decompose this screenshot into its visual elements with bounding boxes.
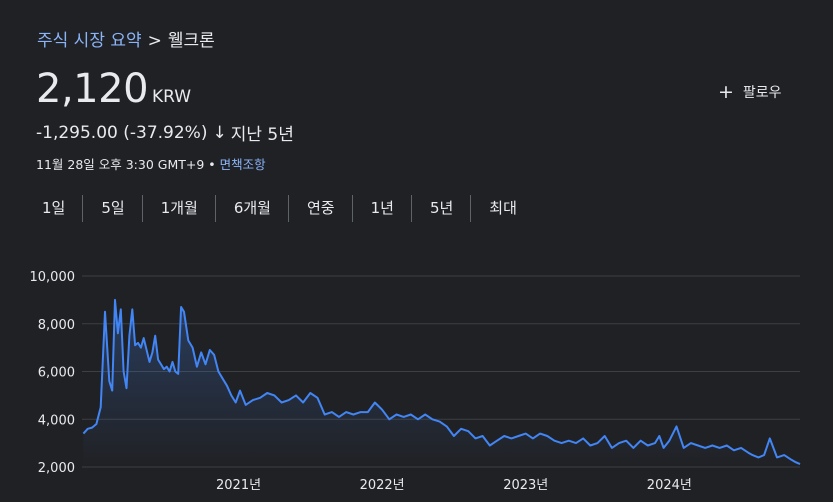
x-tick-label: 2023년	[503, 478, 548, 493]
follow-label: 팔로우	[742, 85, 782, 101]
range-tab-max[interactable]: 최대	[489, 199, 517, 217]
x-axis-labels: 2021년 2022년 2023년 2024년	[216, 478, 692, 493]
disclaimer-link[interactable]: 면책조항	[219, 157, 266, 172]
y-tick-label: 8,000	[38, 318, 75, 333]
range-tab-ytd[interactable]: 연중	[289, 195, 353, 222]
breadcrumb: 주식 시장 요약 > 웰크론	[37, 26, 215, 51]
current-price: 2,120	[36, 66, 149, 112]
price-area-fill	[83, 299, 800, 467]
follow-button[interactable]: + 팔로우	[718, 82, 782, 102]
change-period: 지난 5년	[230, 125, 294, 145]
price-change: -1,295.00 (-37.92%) ↓ 지난 5년	[36, 120, 294, 146]
breadcrumb-company-name: 웰크론	[167, 31, 215, 51]
range-tab-5d[interactable]: 5일	[83, 195, 143, 222]
time-range-tabs: 1일 5일 1개월 6개월 연중 1년 5년 최대	[24, 195, 534, 222]
plus-icon: +	[718, 80, 734, 103]
y-tick-label: 2,000	[38, 461, 75, 476]
breadcrumb-market-summary-link[interactable]: 주식 시장 요약	[37, 31, 142, 51]
y-axis-labels: 2,000 4,000 6,000 8,000 10,000	[30, 270, 76, 476]
currency-label: KRW	[152, 87, 192, 107]
change-amount: -1,295.00 (-37.92%)	[36, 122, 208, 143]
y-tick-label: 10,000	[30, 270, 76, 285]
arrow-down-icon: ↓	[212, 122, 227, 143]
range-tab-1m[interactable]: 1개월	[143, 195, 216, 222]
y-tick-label: 6,000	[38, 366, 75, 381]
range-tab-1d[interactable]: 1일	[24, 195, 84, 222]
market-meta: 11월 28일 오후 3:30 GMT+9 • 면책조항	[36, 154, 266, 173]
breadcrumb-separator: >	[147, 31, 162, 51]
x-tick-label: 2022년	[360, 478, 405, 493]
range-tab-6m[interactable]: 6개월	[216, 195, 289, 222]
price-line	[82, 298, 801, 466]
range-tab-1y[interactable]: 1년	[353, 195, 412, 222]
range-tab-5y[interactable]: 5년	[412, 195, 472, 222]
timestamp: 11월 28일 오후 3:30 GMT+9	[36, 157, 205, 172]
x-tick-label: 2024년	[647, 478, 692, 493]
y-tick-label: 4,000	[38, 413, 75, 428]
meta-bullet: •	[208, 157, 216, 172]
x-tick-label: 2021년	[216, 478, 261, 493]
